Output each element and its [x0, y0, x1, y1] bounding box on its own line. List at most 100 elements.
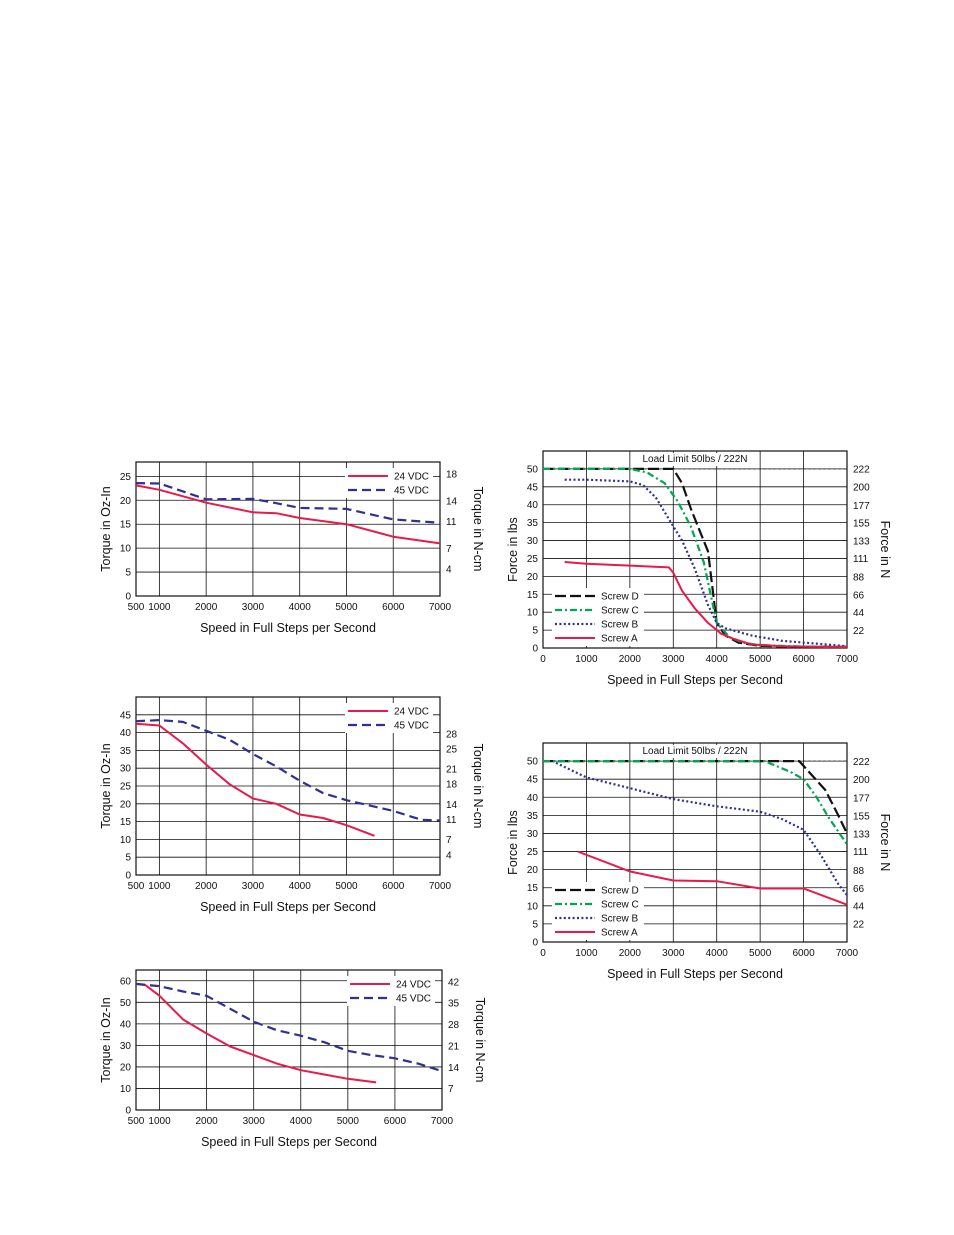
- chart1-xtick-0: 500: [128, 602, 145, 613]
- chart1-legend: 24 VDC 45 VDC: [345, 468, 433, 498]
- chart3-legend-label-0: 24 VDC: [396, 980, 431, 991]
- chart1-ylabel: Torque in Oz-In: [99, 486, 113, 572]
- chart1-y2tick-0: 4: [446, 564, 452, 575]
- chart1-legend-label-1: 45 VDC: [394, 486, 429, 497]
- chart1-legend-label-0: 24 VDC: [394, 472, 429, 483]
- chart5-xtick-2: 2000: [619, 948, 642, 959]
- chart3-legend-bg: [347, 976, 435, 1006]
- chart5-y2label: Force in N: [878, 814, 892, 872]
- chart5-ytick-10: 50: [527, 757, 539, 768]
- chart1-xtick-1: 1000: [148, 602, 171, 613]
- chart4-xtick-4: 4000: [706, 654, 729, 665]
- chart3-series-24-vdc: [135, 983, 377, 1084]
- chart5-ytick-9: 45: [527, 775, 539, 786]
- chart5-title: Load Limit 50lbs / 222N: [642, 746, 747, 757]
- chart5-xtick-1: 1000: [575, 948, 598, 959]
- chart3-ytick-2: 20: [120, 1062, 132, 1073]
- chart5-xtick-5: 5000: [749, 948, 772, 959]
- chart4-y2tick-4: 111: [853, 554, 869, 565]
- chart5-legend: Screw D Screw C Screw B Screw A: [552, 882, 644, 940]
- chart3-xtick-7: 7000: [431, 1116, 454, 1127]
- chart4-ytick-1: 5: [532, 626, 538, 637]
- chart3-ytick-1: 10: [120, 1084, 132, 1095]
- chart4-y2tick-2: 66: [853, 590, 865, 601]
- chart2-y2label: Torque in N-cm: [471, 744, 485, 829]
- chart5-legend-label-3: Screw A: [601, 928, 638, 939]
- chart3-ytick-4: 40: [120, 1019, 132, 1030]
- chart3-ytick-6: 60: [120, 976, 132, 987]
- chart4-frame: [542, 450, 848, 649]
- chart5-legend-bg: [552, 882, 644, 940]
- chart2-xtick-3: 3000: [242, 881, 265, 892]
- chart1-xtick-3: 3000: [242, 602, 265, 613]
- chart5-title-bg: [639, 745, 751, 758]
- chart2-ytick-3: 15: [120, 817, 132, 828]
- chart1-frame: [135, 461, 441, 597]
- chart3-series-45-vdc: [135, 982, 443, 1073]
- chart3-xlabel: Speed in Full Steps per Second: [201, 1135, 377, 1149]
- chart4-legend-label-2: Screw B: [601, 620, 639, 631]
- chart5-xtick-6: 6000: [792, 948, 815, 959]
- chart5-y2tick-9: 222: [853, 757, 870, 768]
- chart2-ylabel: Torque in Oz-In: [99, 743, 113, 829]
- chart4-y2tick-1: 44: [853, 608, 865, 619]
- chart2-xtick-0: 500: [128, 881, 145, 892]
- chart5-y2tick-6: 155: [853, 811, 870, 822]
- chart1-ytick-5: 25: [120, 472, 132, 483]
- chart3-xtick-6: 6000: [384, 1116, 407, 1127]
- chart2-ytick-9: 45: [120, 710, 132, 721]
- chart1-xtick-7: 7000: [429, 602, 452, 613]
- chart4-y2label: Force in N: [878, 521, 892, 579]
- chart2-ytick-6: 30: [120, 764, 132, 775]
- chart3-xtick-3: 3000: [243, 1116, 266, 1127]
- chart4-xtick-3: 3000: [662, 654, 685, 665]
- chart3-xtick-4: 4000: [290, 1116, 313, 1127]
- chart4-xlabel: Speed in Full Steps per Second: [607, 673, 783, 687]
- chart5-ytick-3: 15: [527, 883, 539, 894]
- chart5-series-screw-a: [577, 850, 848, 906]
- chart4-xtick-1: 1000: [575, 654, 598, 665]
- chart4-ytick-10: 50: [527, 464, 539, 475]
- chart4-series-screw-a: [564, 561, 847, 648]
- chart1-xtick-6: 6000: [382, 602, 405, 613]
- chart5-ytick-1: 5: [532, 919, 538, 930]
- chart5-xtick-7: 7000: [836, 948, 859, 959]
- chart4-ytick-6: 30: [527, 536, 539, 547]
- chart5-legend-label-2: Screw B: [601, 914, 639, 925]
- chart2-legend-label-0: 24 VDC: [394, 707, 429, 718]
- chart2-legend: 24 VDC 45 VDC: [345, 703, 433, 733]
- chart5-ytick-6: 30: [527, 829, 539, 840]
- chart3-ylabel: Torque in Oz-In: [99, 997, 113, 1083]
- chart1-series-24-vdc: [135, 484, 441, 545]
- chart5-y2tick-3: 88: [853, 866, 865, 877]
- chart1-ytick-0: 0: [125, 592, 131, 603]
- chart3-y2tick-5: 42: [448, 977, 460, 988]
- chart4-ytick-2: 10: [527, 608, 539, 619]
- chart4-ytick-0: 0: [532, 644, 538, 655]
- chart2-y2tick-5: 21: [446, 765, 458, 776]
- chart4-ytick-8: 40: [527, 500, 539, 511]
- chart1-ytick-4: 20: [120, 496, 132, 507]
- chart3-y2tick-1: 14: [448, 1063, 460, 1074]
- chart5-xtick-3: 3000: [662, 948, 685, 959]
- chart1-ytick-3: 15: [120, 520, 132, 531]
- chart2-xtick-2: 2000: [195, 881, 218, 892]
- chart2-y2tick-2: 11: [446, 815, 457, 826]
- chart4-legend-label-1: Screw C: [601, 606, 639, 617]
- chart2-xlabel: Speed in Full Steps per Second: [200, 900, 376, 914]
- chart1-xtick-5: 5000: [335, 602, 358, 613]
- chart3-y2label: Torque in N-cm: [473, 998, 487, 1083]
- chart2-xtick-1: 1000: [148, 881, 171, 892]
- chart5-ytick-2: 10: [527, 901, 539, 912]
- chart4-ytick-9: 45: [527, 482, 539, 493]
- chart3-ytick-3: 30: [120, 1041, 132, 1052]
- chart5-xtick-0: 0: [540, 948, 546, 959]
- chart5-ytick-4: 20: [527, 865, 539, 876]
- chart5-series-screw-b: [555, 761, 848, 896]
- chart4-xtick-7: 7000: [836, 654, 859, 665]
- chart4-legend-bg: [552, 588, 644, 646]
- chart5-ytick-8: 40: [527, 793, 539, 804]
- chart2-series-24-vdc: [135, 722, 375, 837]
